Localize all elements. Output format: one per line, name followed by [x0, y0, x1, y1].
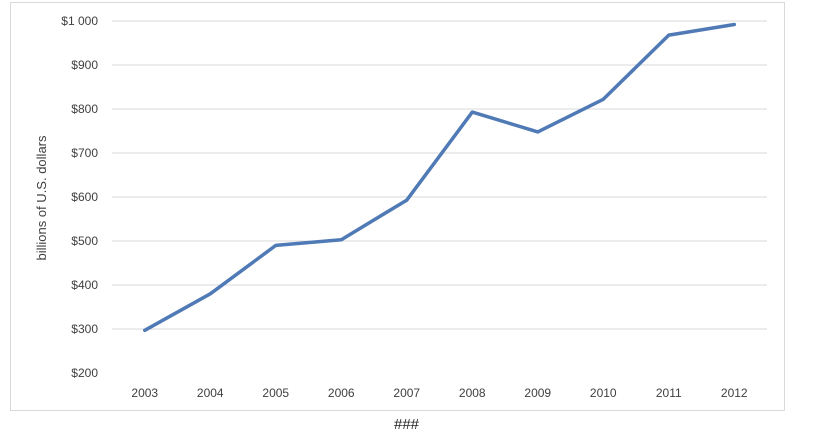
y-axis-label: billions of U.S. dollars — [34, 135, 49, 260]
data-point — [667, 33, 671, 37]
data-point — [143, 328, 147, 332]
y-tick-label: $900 — [71, 58, 98, 72]
x-tick-label: 2009 — [524, 386, 551, 400]
y-tick-label: $300 — [71, 322, 98, 336]
y-tick-label: $700 — [71, 146, 98, 160]
data-point — [601, 97, 605, 101]
y-tick-label: $800 — [71, 102, 98, 116]
y-axis-ticks: $200 $300 $400 $500 $600 $700 $800 $900 $1 000 — [61, 14, 98, 380]
x-tick-label: 2008 — [459, 386, 486, 400]
data-point — [470, 110, 474, 114]
x-tick-label: 2012 — [721, 386, 748, 400]
data-point — [405, 198, 409, 202]
x-axis-ticks: 2003 2004 2005 2006 2007 2008 2009 2010 2011 2012 — [131, 386, 748, 400]
y-tick-label: $200 — [71, 366, 98, 380]
y-tick-label: $400 — [71, 278, 98, 292]
x-tick-label: 2004 — [197, 386, 224, 400]
y-tick-label: $500 — [71, 234, 98, 248]
data-point — [339, 238, 343, 242]
gridlines — [112, 20, 767, 330]
y-tick-label: $1 000 — [61, 14, 98, 28]
x-tick-label: 2005 — [262, 386, 289, 400]
data-point — [536, 130, 540, 134]
figure-caption: ### — [393, 416, 420, 433]
data-point — [208, 292, 212, 296]
x-tick-label: 2011 — [656, 386, 682, 400]
y-tick-label: $600 — [71, 190, 98, 204]
series-line — [143, 22, 737, 333]
x-tick-label: 2010 — [590, 386, 617, 400]
x-tick-label: 2003 — [131, 386, 158, 400]
x-tick-label: 2007 — [393, 386, 420, 400]
data-point — [274, 243, 278, 247]
data-point — [732, 23, 736, 27]
chart-frame — [10, 2, 785, 411]
plot-series — [143, 22, 737, 333]
x-tick-label: 2006 — [328, 386, 355, 400]
